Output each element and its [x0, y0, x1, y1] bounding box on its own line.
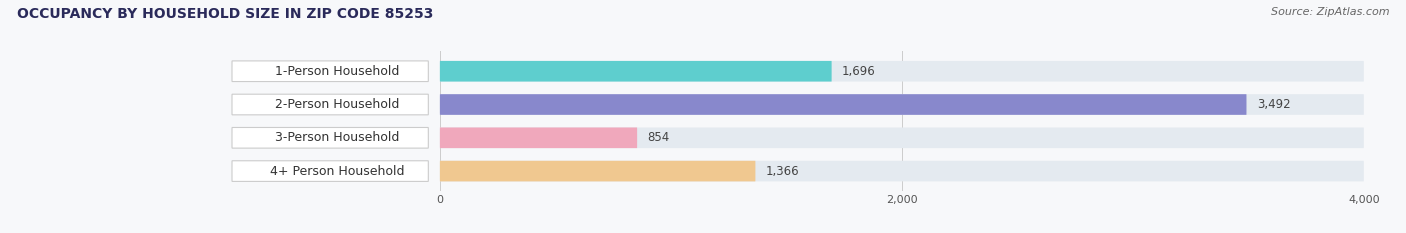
FancyBboxPatch shape: [440, 94, 1247, 115]
FancyBboxPatch shape: [232, 61, 429, 82]
Text: 3,492: 3,492: [1257, 98, 1291, 111]
FancyBboxPatch shape: [232, 94, 429, 115]
Text: 854: 854: [648, 131, 669, 144]
FancyBboxPatch shape: [440, 127, 1364, 148]
Text: 3-Person Household: 3-Person Household: [276, 131, 399, 144]
Text: 1,366: 1,366: [766, 164, 800, 178]
FancyBboxPatch shape: [440, 161, 755, 182]
FancyBboxPatch shape: [440, 127, 637, 148]
FancyBboxPatch shape: [232, 161, 429, 182]
Text: 1-Person Household: 1-Person Household: [276, 65, 399, 78]
FancyBboxPatch shape: [440, 161, 1364, 182]
FancyBboxPatch shape: [440, 61, 1364, 82]
Text: OCCUPANCY BY HOUSEHOLD SIZE IN ZIP CODE 85253: OCCUPANCY BY HOUSEHOLD SIZE IN ZIP CODE …: [17, 7, 433, 21]
Text: 4+ Person Household: 4+ Person Household: [270, 164, 405, 178]
FancyBboxPatch shape: [440, 94, 1364, 115]
Text: Source: ZipAtlas.com: Source: ZipAtlas.com: [1271, 7, 1389, 17]
FancyBboxPatch shape: [232, 127, 429, 148]
FancyBboxPatch shape: [440, 61, 831, 82]
Text: 2-Person Household: 2-Person Household: [276, 98, 399, 111]
Text: 1,696: 1,696: [842, 65, 876, 78]
